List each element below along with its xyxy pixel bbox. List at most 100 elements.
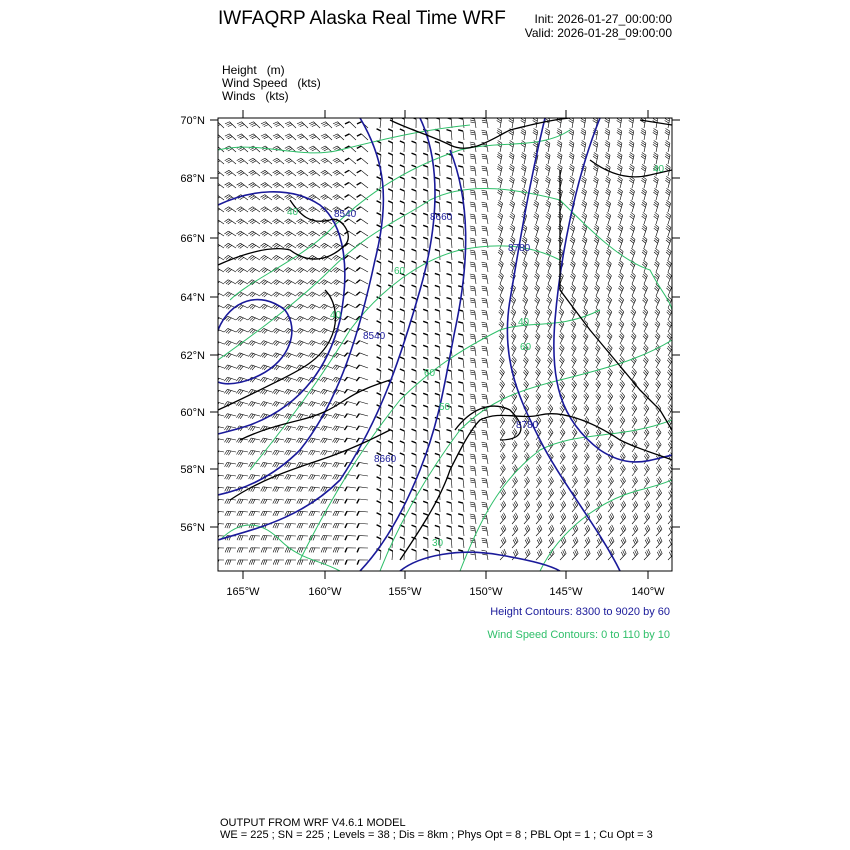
wind-barb-feather bbox=[666, 213, 671, 218]
wind-barb-feather bbox=[236, 474, 240, 480]
wind-barb-feather bbox=[497, 191, 502, 196]
wind-barb-feather bbox=[227, 317, 232, 322]
wind-barb bbox=[619, 444, 626, 453]
wind-barb-feather bbox=[260, 291, 265, 296]
wind-barb bbox=[227, 401, 237, 405]
wind-barb-feather bbox=[411, 404, 417, 408]
wind-barb-feather bbox=[323, 136, 329, 140]
wind-barb-feather bbox=[573, 466, 577, 471]
wind-barb-feather bbox=[214, 451, 217, 455]
wind-barb-feather bbox=[309, 353, 314, 358]
wind-barb-feather bbox=[252, 559, 256, 565]
wind-barb-feather bbox=[582, 249, 587, 254]
wind-barb-feather bbox=[611, 500, 615, 506]
wind-barb-feather bbox=[533, 263, 539, 268]
wind-barb bbox=[535, 372, 541, 381]
wind-barb-feather bbox=[250, 438, 254, 443]
wind-barb-feather bbox=[446, 416, 452, 420]
wind-barb-feather bbox=[261, 231, 267, 236]
wind-barb-feather bbox=[644, 344, 649, 349]
wind-barb bbox=[335, 413, 345, 417]
wind-barb-feather bbox=[251, 208, 257, 213]
wind-barb-feather bbox=[535, 443, 540, 449]
wind-barb-feather bbox=[324, 438, 328, 444]
wind-barb-feather bbox=[623, 512, 627, 518]
wind-barb-feather bbox=[470, 227, 476, 230]
wind-barb-feather bbox=[481, 119, 487, 122]
wind-barb-feather bbox=[586, 440, 590, 445]
wind-barb bbox=[667, 311, 672, 321]
wind-barb-feather bbox=[312, 462, 316, 468]
wind-barb-feather bbox=[238, 559, 242, 565]
wind-barb-feather bbox=[457, 453, 464, 456]
wind-barb bbox=[275, 279, 285, 285]
wind-barb-feather bbox=[308, 486, 312, 492]
wind-barb-feather bbox=[619, 309, 624, 314]
wind-barb-feather bbox=[457, 477, 464, 480]
wind-barb-feather bbox=[376, 344, 382, 348]
wind-barb-feather bbox=[538, 526, 541, 531]
wind-barb-feather bbox=[482, 469, 488, 472]
wind-barb-feather bbox=[546, 285, 551, 290]
wind-barb-feather bbox=[213, 560, 215, 565]
wind-barb-feather bbox=[446, 260, 452, 264]
wind-barb-feather bbox=[250, 559, 254, 565]
wind-barb-feather bbox=[632, 405, 637, 411]
wind-barb bbox=[276, 194, 285, 201]
wind-barb bbox=[571, 480, 578, 489]
wind-barb-feather bbox=[587, 536, 591, 542]
wind-barb bbox=[450, 539, 453, 549]
wind-barb-feather bbox=[595, 272, 600, 276]
wind-barb bbox=[251, 498, 261, 501]
wind-barb-feather bbox=[499, 296, 504, 301]
wind-barb bbox=[511, 191, 515, 201]
wind-barb bbox=[450, 407, 453, 417]
wind-barb bbox=[263, 303, 273, 309]
wind-barb bbox=[391, 515, 394, 525]
wind-barb bbox=[655, 444, 662, 453]
wind-barb-feather bbox=[237, 207, 243, 211]
wind-barb bbox=[643, 227, 648, 237]
wind-barb-feather bbox=[469, 513, 475, 516]
wind-barb-feather bbox=[548, 503, 552, 509]
wind-barb-feather bbox=[276, 450, 280, 456]
wind-barb-feather bbox=[499, 345, 504, 350]
wind-barb-feather bbox=[296, 218, 301, 223]
wind-barb-feather bbox=[469, 201, 475, 204]
wind-barb-feather bbox=[457, 225, 464, 228]
wind-barb-feather bbox=[213, 499, 215, 503]
wind-barb-feather bbox=[481, 467, 487, 470]
wind-barb-feather bbox=[629, 154, 634, 158]
wind-barb bbox=[275, 291, 285, 297]
wind-barb bbox=[607, 420, 614, 429]
wind-barb-feather bbox=[469, 165, 475, 168]
wind-barb-feather bbox=[238, 159, 243, 163]
wind-barb-feather bbox=[535, 383, 539, 388]
wind-barb-feather bbox=[457, 549, 464, 552]
wind-barb bbox=[511, 119, 514, 129]
wind-barb-feather bbox=[212, 316, 216, 320]
wind-barb-feather bbox=[557, 140, 563, 144]
wind-barb-feather bbox=[297, 207, 303, 211]
wind-barb-feather bbox=[285, 268, 291, 272]
wind-barb bbox=[595, 239, 600, 249]
wind-barb bbox=[379, 551, 382, 561]
wind-barb-feather bbox=[469, 489, 475, 492]
wind-barb-feather bbox=[617, 140, 623, 144]
wind-barb bbox=[359, 376, 369, 381]
wind-barb-feather bbox=[656, 381, 660, 387]
wind-barb-feather bbox=[224, 523, 228, 529]
wind-barb-feather bbox=[422, 248, 429, 252]
wind-barb-feather bbox=[513, 404, 518, 409]
wind-barb-feather bbox=[608, 332, 613, 337]
wind-barb-feather bbox=[286, 450, 290, 456]
wind-barb-feather bbox=[481, 191, 487, 194]
wind-barb-feather bbox=[275, 341, 280, 346]
wind-barb-feather bbox=[411, 548, 417, 552]
wind-barb-feather bbox=[299, 269, 304, 273]
wind-barb bbox=[379, 455, 382, 465]
wind-barb-feather bbox=[524, 320, 529, 325]
wind-barb-feather bbox=[399, 236, 405, 240]
wind-barb-feather bbox=[608, 527, 612, 533]
wind-barb bbox=[631, 492, 638, 501]
